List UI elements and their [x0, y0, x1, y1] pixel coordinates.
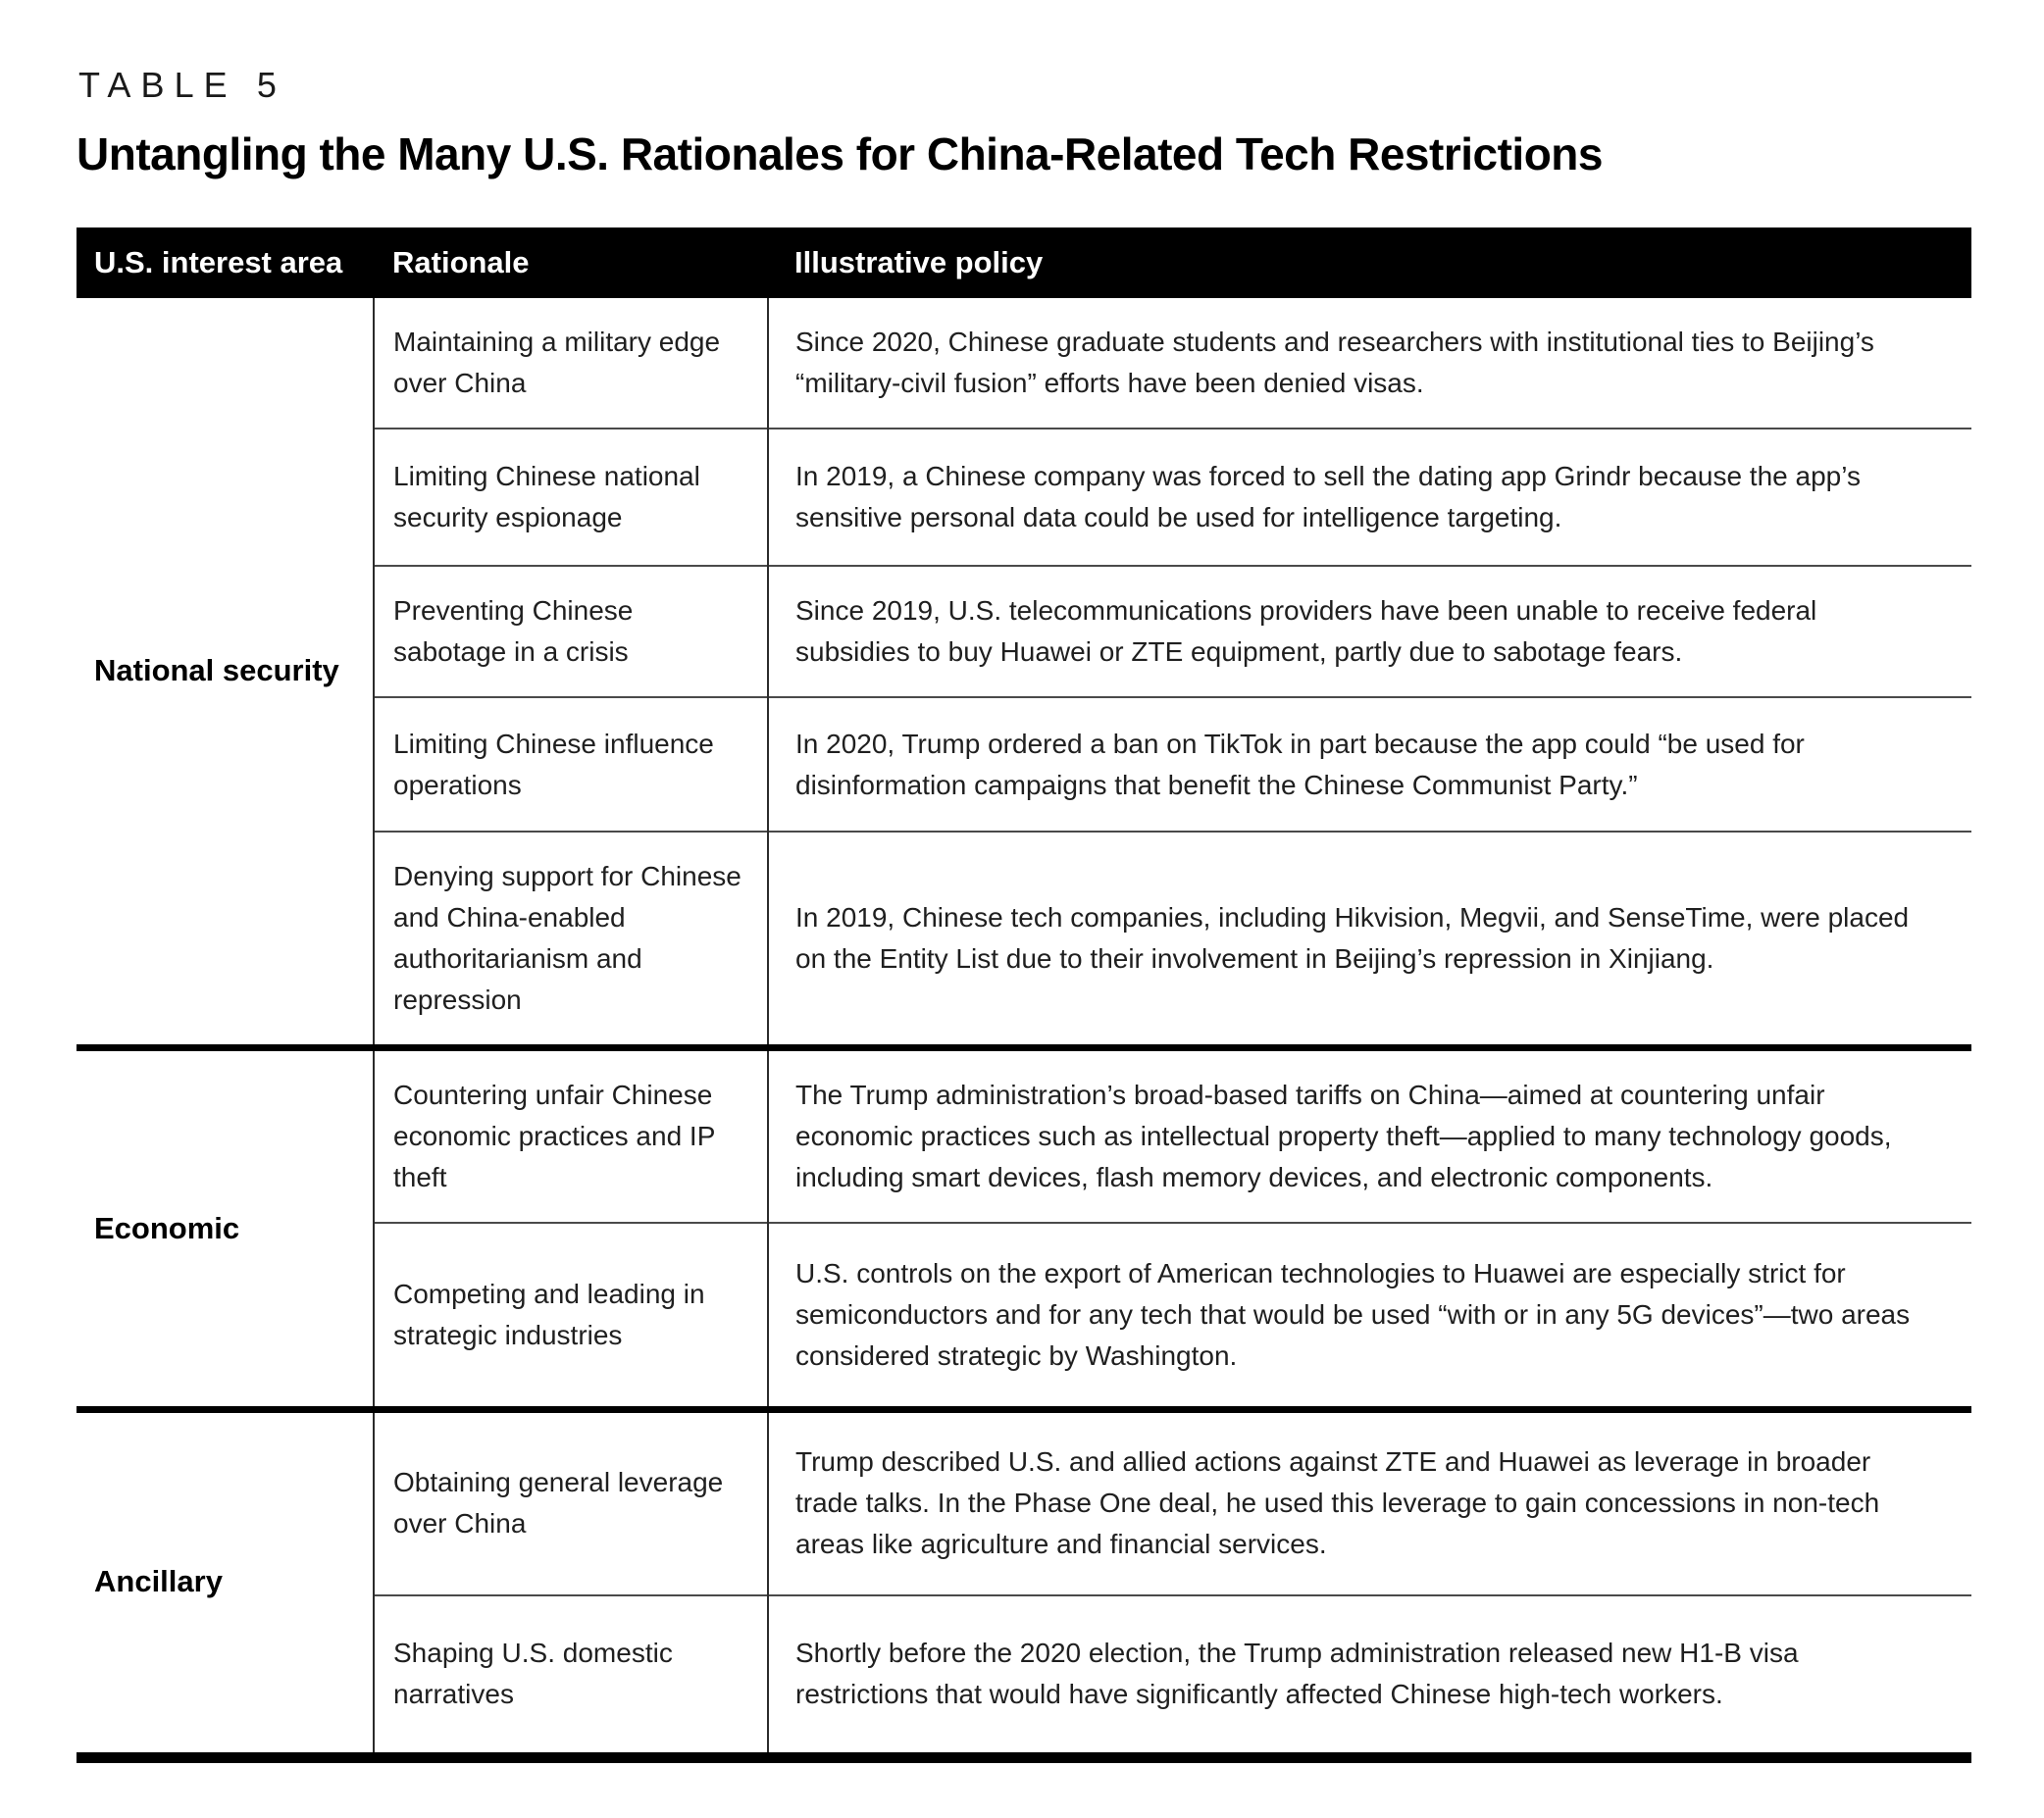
rationale-cell: Limiting Chinese influence operations: [373, 696, 768, 832]
group-national-security: National security Maintaining a military …: [77, 298, 1971, 1048]
rationale-cell: Limiting Chinese national security espio…: [373, 428, 768, 566]
group-ancillary: Ancillary Obtaining general leverage over…: [77, 1409, 1971, 1757]
interest-area-cell: Ancillary: [94, 1564, 223, 1599]
policy-cell: The Trump administration’s broad-based t…: [767, 1047, 1971, 1223]
policy-cell: In 2020, Trump ordered a ban on TikTok i…: [767, 696, 1971, 832]
column-header-interest-area: U.S. interest area: [77, 227, 374, 298]
table-row: Ancillary Obtaining general leverage over…: [77, 1409, 1971, 1598]
policy-cell: Since 2019, U.S. telecommunications prov…: [767, 565, 1971, 697]
table-row: Denying support for Chinese and China-en…: [77, 831, 1971, 1048]
policy-cell: Trump described U.S. and allied actions …: [767, 1409, 1971, 1595]
rationale-cell: Shaping U.S. domestic narratives: [373, 1594, 768, 1757]
table-title: Untangling the Many U.S. Rationales for …: [77, 128, 1603, 179]
rationale-cell: Obtaining general leverage over China: [373, 1409, 768, 1595]
table-row: Preventing Chinese sabotage in a crisis S…: [77, 565, 1971, 697]
table-number-label: TABLE 5: [78, 65, 286, 105]
policy-cell: U.S. controls on the export of American …: [767, 1222, 1971, 1409]
rationale-cell: Preventing Chinese sabotage in a crisis: [373, 565, 768, 697]
interest-area-cell: Economic: [94, 1210, 240, 1245]
policy-cell: Shortly before the 2020 election, the Tr…: [767, 1594, 1971, 1757]
column-header-rationale: Rationale: [374, 227, 768, 298]
table-row: National security Maintaining a military …: [77, 298, 1971, 687]
policy-cell: In 2019, a Chinese company was forced to…: [767, 428, 1971, 566]
interest-area-cell: National security: [94, 653, 339, 688]
rationale-cell: Maintaining a military edge over China: [373, 298, 768, 429]
table-row: Shaping U.S. domestic narratives Shortly …: [77, 1594, 1971, 1757]
rationales-table: U.S. interest area Rationale Illustrativ…: [77, 227, 1971, 1763]
table-figure: TABLE 5 Untangling the Many U.S. Rationa…: [77, 65, 1971, 1763]
table-row: Economic Countering unfair Chinese econom…: [77, 1047, 1971, 1245]
header-row: U.S. interest area Rationale Illustrativ…: [77, 227, 1971, 298]
column-header-illustrative-policy: Illustrative policy: [768, 227, 1971, 298]
table-row: Competing and leading in strategic indus…: [77, 1222, 1971, 1409]
policy-cell: In 2019, Chinese tech companies, includi…: [767, 831, 1971, 1048]
table-header: U.S. interest area Rationale Illustrativ…: [77, 227, 1971, 298]
policy-cell: Since 2020, Chinese graduate students an…: [767, 298, 1971, 429]
table-row: Limiting Chinese influence operations In …: [77, 696, 1971, 832]
group-economic: Economic Countering unfair Chinese econom…: [77, 1047, 1971, 1409]
rationale-cell: Competing and leading in strategic indus…: [373, 1222, 768, 1409]
rationale-cell: Denying support for Chinese and China-en…: [373, 831, 768, 1048]
rationale-cell: Countering unfair Chinese economic pract…: [373, 1047, 768, 1223]
table-row: Limiting Chinese national security espio…: [77, 428, 1971, 566]
